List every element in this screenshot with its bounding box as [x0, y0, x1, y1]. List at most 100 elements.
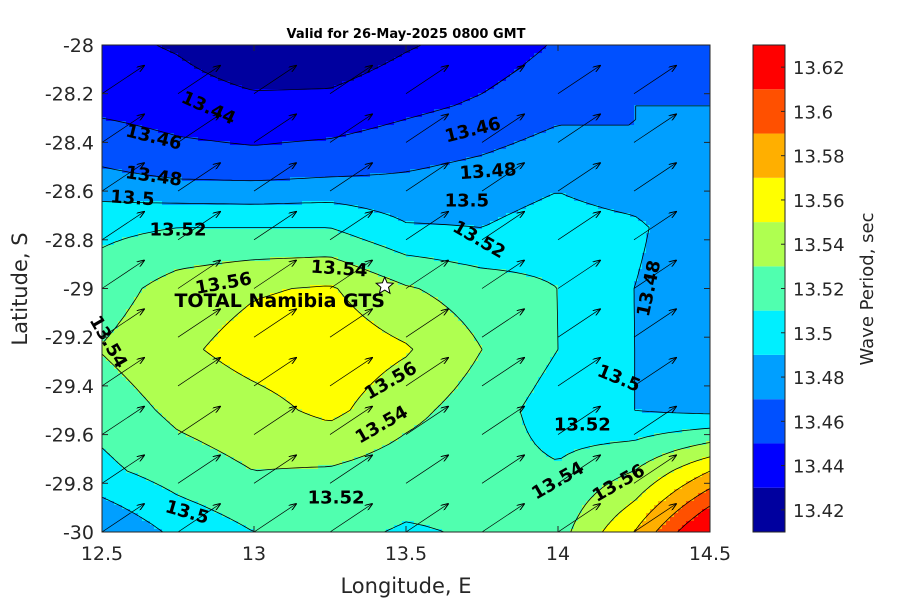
contour-fill-cell [170, 129, 175, 134]
contour-fill-cell [254, 437, 259, 442]
contour-fill-cell [214, 233, 219, 238]
contour-fill-cell [206, 221, 211, 226]
contour-fill-cell [258, 393, 263, 398]
contour-fill-cell [194, 185, 199, 190]
contour-fill-cell [158, 281, 163, 286]
contour-fill-cell [126, 137, 131, 142]
contour-fill-cell [114, 501, 119, 506]
contour-fill-cell [250, 49, 255, 54]
contour-fill-cell [110, 145, 115, 150]
contour-fill-cell [210, 321, 215, 326]
contour-fill-cell [194, 113, 199, 118]
contour-fill-cell [118, 209, 123, 214]
contour-fill-cell [118, 125, 123, 130]
contour-fill-cell [142, 341, 147, 346]
contour-fill-cell [150, 153, 155, 158]
contour-fill-cell [186, 493, 191, 498]
contour-fill-cell [146, 469, 151, 474]
contour-fill-cell [214, 197, 219, 202]
contour-fill-cell [122, 285, 127, 290]
contour-fill-cell [150, 509, 155, 514]
contour-fill-cell [166, 69, 171, 74]
contour-fill-cell [262, 465, 267, 470]
contour-fill-cell [242, 429, 247, 434]
contour-fill-cell [174, 81, 179, 86]
contour-fill-cell [226, 341, 231, 346]
contour-fill-cell [194, 209, 199, 214]
contour-fill-cell [194, 321, 199, 326]
contour-fill-cell [222, 409, 227, 414]
contour-fill-cell [206, 73, 211, 78]
contour-fill-cell [150, 177, 155, 182]
contour-fill-cell [158, 493, 163, 498]
contour-fill-cell [170, 381, 175, 386]
contour-fill-cell [154, 225, 159, 230]
contour-fill-cell [106, 309, 111, 314]
contour-fill-cell [246, 305, 251, 310]
contour-fill-cell [254, 45, 259, 50]
contour-fill-cell [126, 193, 131, 198]
contour-fill-cell [246, 57, 251, 62]
contour-fill-cell [242, 81, 247, 86]
contour-fill-cell [246, 157, 251, 162]
contour-fill-cell [222, 45, 227, 50]
contour-fill-cell [190, 421, 195, 426]
contour-fill-cell [194, 517, 199, 522]
contour-fill-cell [202, 157, 207, 162]
contour-fill-cell [162, 461, 167, 466]
contour-fill-cell [234, 373, 239, 378]
contour-fill-cell [254, 341, 259, 346]
contour-fill-cell [242, 469, 247, 474]
contour-fill-cell [154, 169, 159, 174]
contour-fill-cell [262, 481, 267, 486]
contour-fill-cell [150, 417, 155, 422]
contour-fill-cell [158, 61, 163, 66]
contour-fill-cell [254, 185, 259, 190]
contour-fill-cell [150, 253, 155, 258]
contour-fill-cell [102, 269, 107, 274]
contour-fill-cell [250, 513, 255, 518]
contour-fill-cell [242, 289, 247, 294]
contour-fill-cell [198, 489, 203, 494]
contour-fill-cell [150, 117, 155, 122]
contour-fill-cell [106, 449, 111, 454]
contour-fill-cell [142, 269, 147, 274]
contour-fill-cell [206, 49, 211, 54]
contour-fill-cell [238, 189, 243, 194]
contour-fill-cell [250, 197, 255, 202]
contour-fill-cell [202, 349, 207, 354]
contour-fill-cell [134, 133, 139, 138]
contour-fill-cell [230, 325, 235, 330]
contour-fill-cell [226, 357, 231, 362]
contour-fill-cell [190, 245, 195, 250]
contour-fill-cell [118, 77, 123, 82]
contour-fill-cell [174, 153, 179, 158]
contour-fill-cell [222, 529, 227, 532]
contour-fill-cell [166, 309, 171, 314]
contour-fill-cell [122, 249, 127, 254]
contour-fill-cell [146, 105, 151, 110]
contour-fill-cell [150, 281, 155, 286]
contour-fill-cell [126, 405, 131, 410]
contour-fill-cell [238, 333, 243, 338]
contour-fill-cell [210, 425, 215, 430]
contour-fill-cell [118, 97, 123, 102]
contour-fill-cell [206, 285, 211, 290]
contour-fill-cell [142, 509, 147, 514]
contour-fill-cell [118, 185, 123, 190]
contour-fill-cell [158, 417, 163, 422]
contour-fill-cell [114, 457, 119, 462]
contour-fill-cell [122, 121, 127, 126]
contour-fill-cell [146, 477, 151, 482]
contour-fill-cell [258, 53, 263, 58]
contour-fill-cell [262, 193, 267, 198]
contour-fill-cell [110, 81, 115, 86]
contour-fill-cell [262, 441, 267, 446]
contour-fill-cell [218, 237, 223, 242]
contour-fill-cell [226, 133, 231, 138]
contour-fill-cell [246, 201, 251, 206]
contour-fill-cell [122, 209, 127, 214]
contour-fill-cell [106, 129, 111, 134]
contour-fill-cell [250, 261, 255, 266]
contour-fill-cell [150, 169, 155, 174]
